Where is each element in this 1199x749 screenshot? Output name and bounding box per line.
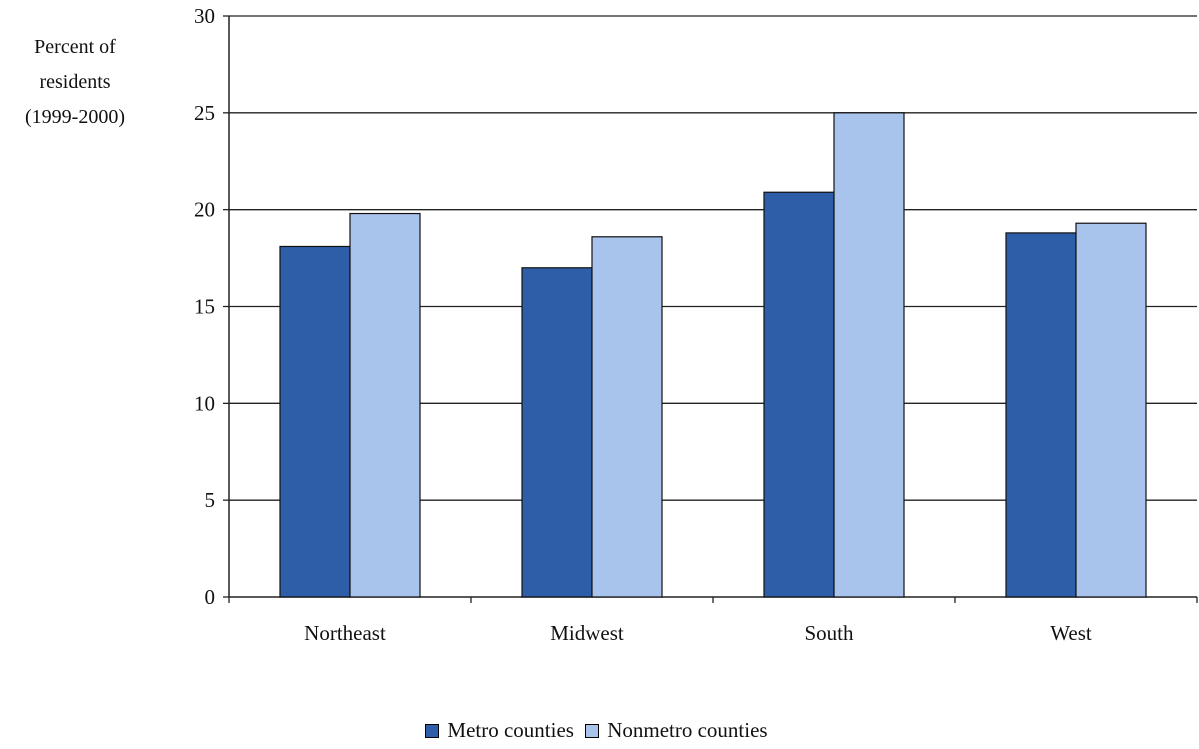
bar-west-metro [1005, 232, 1077, 598]
y-axis-label-line-1: Percent of [34, 36, 116, 58]
bar-northeast-metro [279, 245, 351, 598]
y-tick-label-5: 5 [205, 488, 216, 512]
bar-midwest-metro [521, 267, 593, 598]
legend-item-metro: Metro counties [425, 718, 574, 743]
y-tick-label-20: 20 [194, 198, 215, 222]
x-tick-label-northeast: Northeast [304, 621, 386, 645]
legend-label-metro: Metro counties [447, 718, 574, 742]
x-tick-label-midwest: Midwest [550, 621, 624, 645]
bar-northeast-nonmetro [349, 212, 421, 598]
x-tick-label-south: South [804, 621, 854, 645]
y-tick-label-25: 25 [194, 101, 215, 125]
legend-swatch-metro [425, 723, 440, 738]
legend: Metro counties Nonmetro counties [0, 718, 1199, 744]
y-tick-label-30: 30 [194, 4, 215, 28]
bar-midwest-nonmetro [591, 236, 663, 598]
bar-west-nonmetro [1075, 222, 1147, 598]
y-tick-label-15: 15 [194, 295, 215, 319]
x-tick-label-west: West [1050, 621, 1092, 645]
legend-swatch-nonmetro [585, 723, 600, 738]
y-axis-label-line-2: residents [39, 71, 111, 93]
y-tick-label-0: 0 [205, 585, 216, 609]
y-axis-label-line-3: (1999-2000) [25, 106, 125, 128]
bar-south-nonmetro [833, 112, 905, 598]
legend-item-nonmetro: Nonmetro counties [585, 718, 768, 743]
y-tick-label-10: 10 [194, 391, 215, 415]
bar-south-metro [763, 191, 835, 598]
y-axis-label: Percent of residents (1999-2000) [0, 30, 150, 135]
legend-label-nonmetro: Nonmetro counties [607, 718, 768, 742]
